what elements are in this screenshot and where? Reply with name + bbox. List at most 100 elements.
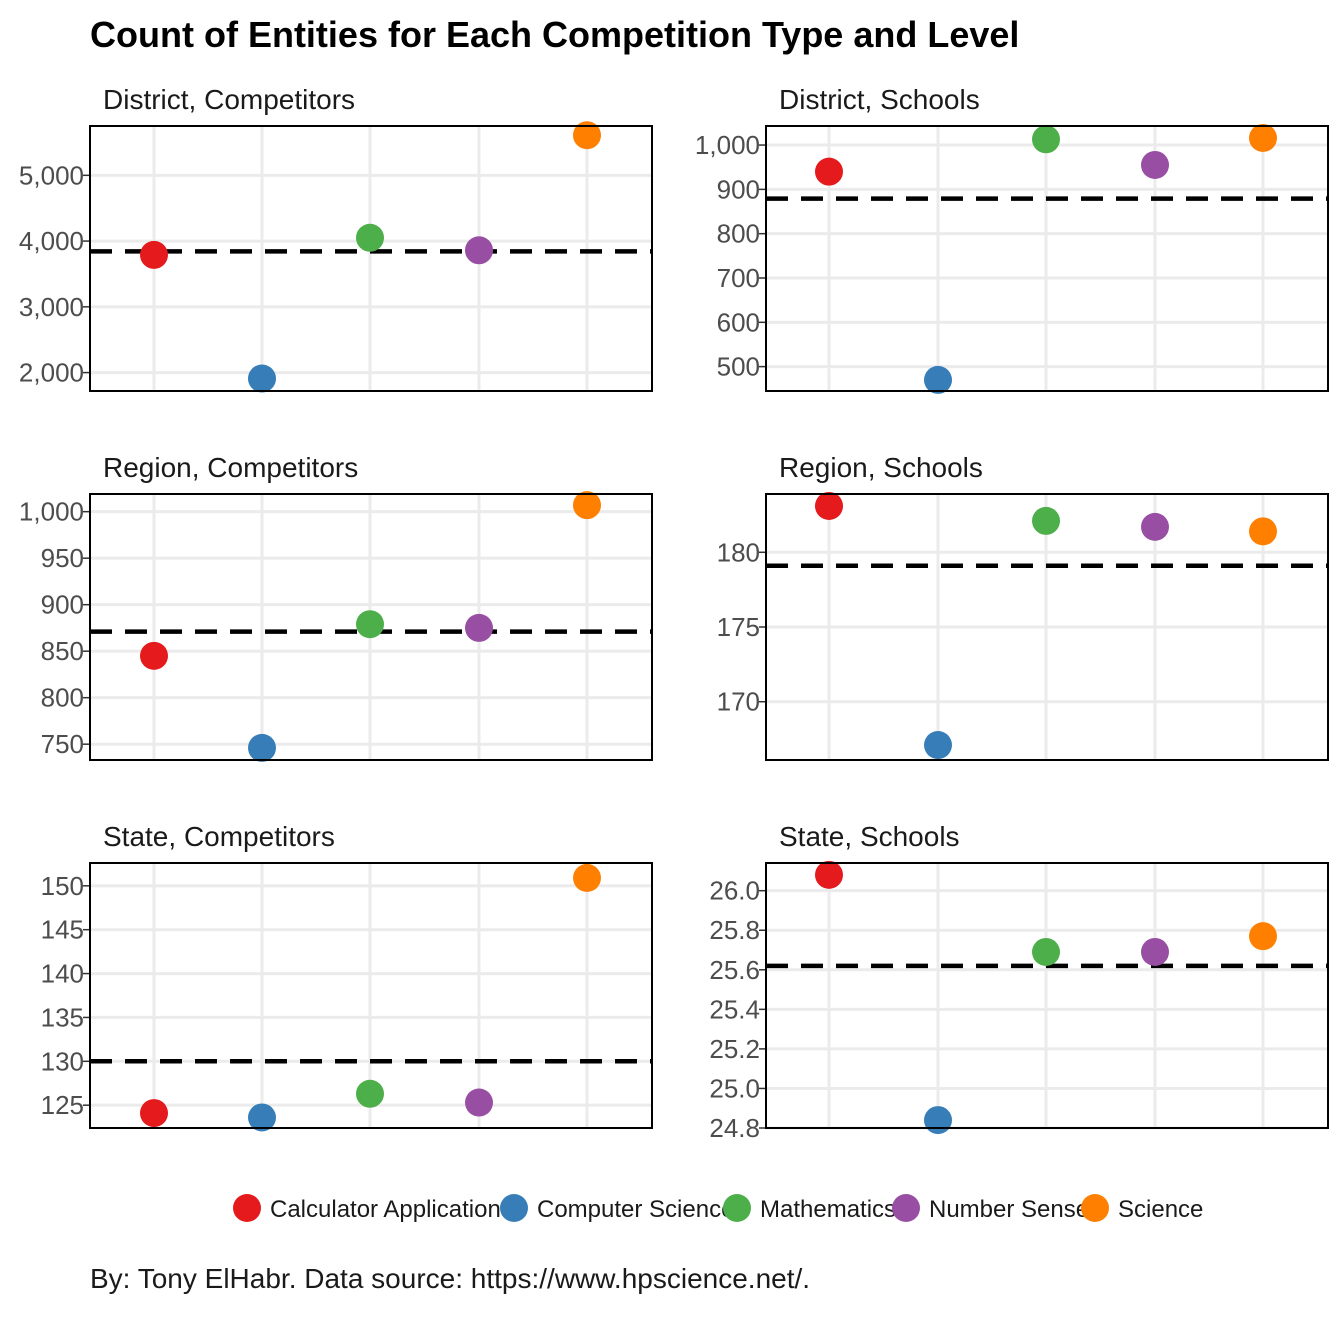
tick-label-y: 750	[41, 729, 84, 759]
legend-label: Science	[1118, 1196, 1203, 1223]
point-computer-science	[248, 733, 276, 762]
point-science	[573, 121, 601, 150]
tick-label-y: 26.0	[709, 876, 760, 906]
point-calculator-applications	[815, 491, 843, 520]
tick-label-y: 125	[41, 1090, 84, 1120]
point-computer-science	[924, 731, 952, 760]
panel-state-competitors: State, Competitors 125 130 135 140 145 150	[41, 821, 653, 1132]
legend-swatch	[233, 1194, 261, 1222]
point-number-sense	[1141, 512, 1169, 541]
panel-border	[89, 125, 653, 392]
tick-label-y: 140	[41, 959, 84, 989]
point-mathematics	[1032, 506, 1060, 535]
chart-title: Count of Entities for Each Competition T…	[90, 14, 1019, 55]
tick-label-y: 130	[41, 1046, 84, 1076]
tick-label-y: 900	[41, 590, 84, 620]
point-mathematics	[356, 223, 384, 252]
facet-panels: District, Competitors 2,000 3,000 4,000 5,00…	[19, 84, 1329, 1143]
legend-item-computer-science: Computer Science	[500, 1194, 734, 1223]
point-calculator-applications	[140, 641, 168, 670]
tick-label-y: 25.8	[709, 915, 760, 945]
panel-label: Region, Competitors	[103, 452, 358, 483]
tick-label-y: 500	[717, 352, 760, 382]
tick-label-y: 800	[717, 219, 760, 249]
legend-swatch	[892, 1194, 920, 1222]
tick-label-y: 2,000	[19, 358, 84, 388]
tick-label-y: 5,000	[19, 160, 84, 190]
point-number-sense	[465, 613, 493, 642]
point-science	[573, 491, 601, 520]
point-number-sense	[1141, 937, 1169, 966]
tick-label-y: 800	[41, 683, 84, 713]
tick-label-y: 180	[717, 537, 760, 567]
legend-swatch	[1081, 1194, 1109, 1222]
panel-district-competitors: District, Competitors 2,000 3,000 4,000 5,00…	[19, 84, 653, 393]
panel-region-competitors: Region, Competitors 750 800 850 900 950 1,000	[19, 452, 653, 762]
tick-label-y: 950	[41, 543, 84, 573]
point-computer-science	[248, 364, 276, 393]
point-mathematics	[1032, 125, 1060, 154]
tick-label-y: 4,000	[19, 226, 84, 256]
tick-label-y: 24.8	[709, 1113, 760, 1143]
point-mathematics	[356, 610, 384, 639]
point-science	[573, 863, 601, 892]
legend-item-mathematics: Mathematics	[723, 1194, 896, 1223]
tick-label-y: 175	[717, 612, 760, 642]
tick-label-y: 850	[41, 636, 84, 666]
legend-label: Computer Science	[537, 1196, 734, 1223]
tick-label-y: 170	[717, 687, 760, 717]
tick-label-y: 150	[41, 871, 84, 901]
legend: Calculator Applications Computer Science M…	[233, 1194, 1203, 1223]
tick-label-y: 3,000	[19, 292, 84, 322]
panel-border	[89, 493, 653, 761]
legend-swatch	[723, 1194, 751, 1222]
legend-item-science: Science	[1081, 1194, 1203, 1223]
panel-state-schools: State, Schools 24.8 25.0 25.2 25.4 25.6 25.8 26…	[709, 821, 1329, 1143]
panel-label: District, Schools	[779, 84, 980, 115]
tick-label-y: 1,000	[19, 497, 84, 527]
tick-label-y: 135	[41, 1002, 84, 1032]
point-number-sense	[1141, 150, 1169, 179]
point-science	[1249, 517, 1277, 546]
legend-item-number-sense: Number Sense	[892, 1194, 1089, 1223]
tick-label-y: 145	[41, 915, 84, 945]
point-mathematics	[1032, 937, 1060, 966]
tick-label-y: 25.2	[709, 1034, 760, 1064]
legend-label: Number Sense	[929, 1196, 1089, 1223]
legend-label: Calculator Applications	[270, 1196, 513, 1223]
point-calculator-applications	[815, 157, 843, 186]
legend-swatch	[500, 1194, 528, 1222]
legend-item-calculator-applications: Calculator Applications	[233, 1194, 513, 1223]
point-number-sense	[465, 236, 493, 265]
panel-label: State, Schools	[779, 821, 960, 852]
point-science	[1249, 123, 1277, 152]
tick-label-y: 900	[717, 174, 760, 204]
tick-label-y: 700	[717, 263, 760, 293]
point-calculator-applications	[140, 1099, 168, 1128]
panel-label: District, Competitors	[103, 84, 355, 115]
tick-label-y: 25.6	[709, 955, 760, 985]
tick-label-y: 600	[717, 307, 760, 337]
chart-caption: By: Tony ElHabr. Data source: https://ww…	[90, 1263, 810, 1294]
point-number-sense	[465, 1088, 493, 1117]
panel-border	[765, 493, 1329, 761]
point-computer-science	[248, 1103, 276, 1132]
tick-label-y: 25.0	[709, 1073, 760, 1103]
panel-border	[765, 862, 1329, 1129]
panel-region-schools: Region, Schools 170 175 180	[717, 452, 1329, 761]
panel-district-schools: District, Schools 500 600 700 800 900 1,000	[695, 84, 1329, 394]
point-calculator-applications	[140, 240, 168, 269]
point-mathematics	[356, 1079, 384, 1108]
panel-border	[89, 862, 653, 1129]
panel-label: State, Competitors	[103, 821, 335, 852]
point-calculator-applications	[815, 860, 843, 889]
point-computer-science	[924, 365, 952, 394]
point-science	[1249, 922, 1277, 951]
tick-label-y: 25.4	[709, 994, 760, 1024]
panel-border	[765, 125, 1329, 392]
panel-label: Region, Schools	[779, 452, 983, 483]
legend-label: Mathematics	[760, 1196, 896, 1223]
tick-label-y: 1,000	[695, 130, 760, 160]
point-computer-science	[924, 1106, 952, 1135]
